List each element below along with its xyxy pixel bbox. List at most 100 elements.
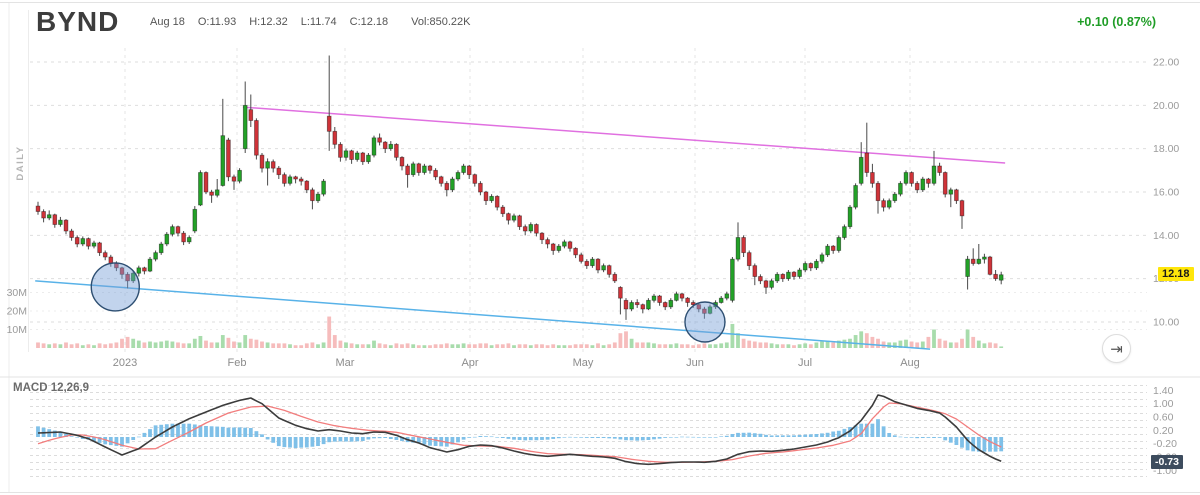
volume-bar: [797, 344, 802, 348]
candle-body: [444, 182, 450, 191]
candle-body: [534, 224, 539, 234]
volume-bar: [136, 340, 141, 348]
macd-histogram-bar: [232, 427, 236, 437]
jump-to-latest-button[interactable]: ⇥: [1102, 334, 1131, 363]
candle-body: [758, 276, 763, 282]
candle-body: [730, 258, 735, 301]
candle-body: [864, 152, 870, 173]
volume-bar: [52, 343, 57, 348]
volume-bar: [321, 342, 326, 348]
volume-bar: [635, 342, 640, 348]
macd-histogram-bar: [293, 437, 298, 448]
candle-body: [573, 247, 578, 256]
volume-bar: [937, 338, 942, 348]
candle-body: [226, 139, 231, 178]
macd-histogram-bar: [254, 431, 259, 437]
candle-body: [674, 293, 679, 301]
volume-bar: [456, 344, 460, 348]
volume-bar: [948, 342, 953, 348]
candle-body: [483, 191, 489, 202]
volume-bar: [993, 343, 998, 348]
macd-histogram-bar: [607, 437, 612, 439]
candle-body: [746, 252, 752, 267]
macd-axis-label: 0.60: [1153, 412, 1174, 424]
candle-body: [86, 238, 91, 247]
volume-bar: [344, 342, 348, 348]
volume-bar: [523, 344, 528, 348]
macd-axis-label: 1.00: [1153, 398, 1174, 410]
macd-histogram-bar: [411, 437, 416, 443]
candle-body: [814, 260, 819, 269]
candle-body: [982, 256, 987, 260]
volume-bar: [215, 342, 220, 348]
volume-bar: [299, 345, 304, 348]
volume-bar: [713, 344, 718, 348]
candle-body: [690, 302, 696, 306]
candle-body: [248, 109, 254, 121]
volume-bar: [999, 346, 1004, 348]
macd-histogram-bar: [383, 437, 388, 438]
candle-body: [394, 143, 399, 158]
macd-histogram-bar: [433, 437, 438, 446]
volume-bar: [416, 345, 421, 348]
candle-body: [662, 302, 668, 308]
macd-histogram-bar: [724, 435, 729, 437]
volume-bar: [75, 343, 80, 348]
macd-axis-label: 1.40: [1153, 385, 1174, 397]
macd-histogram-bar: [97, 437, 102, 443]
volume-bar: [69, 344, 74, 348]
volume-bar: [394, 343, 399, 348]
volume-bar: [316, 344, 320, 348]
candle-body: [91, 242, 97, 247]
month-axis-label: Jul: [798, 357, 812, 369]
candle-body: [270, 161, 276, 169]
candle-body: [590, 258, 595, 267]
last-price-badge: 12.18: [1158, 267, 1194, 281]
volume-bar: [142, 342, 147, 348]
ohlc-header: Aug 18 O:11.93 H:12.32 L:11.74 C:12.18 V…: [150, 16, 471, 28]
macd-histogram-bar: [859, 423, 864, 437]
volume-axis-label: 10M: [7, 324, 27, 336]
macd-histogram-bar: [803, 434, 808, 437]
macd-histogram-bar: [321, 437, 326, 445]
candle-body: [679, 293, 685, 299]
macd-histogram-bar: [181, 423, 186, 437]
volume-bar: [691, 345, 696, 348]
candle-body: [343, 150, 349, 158]
candle-body: [724, 293, 730, 299]
highlight-circle: [90, 262, 140, 312]
candle-body: [125, 273, 130, 282]
macd-histogram-bar: [120, 437, 124, 447]
macd-histogram-bar: [752, 433, 757, 437]
candle-body: [287, 176, 293, 184]
candle-body: [993, 273, 998, 280]
candle-body: [830, 245, 836, 251]
volume-bar: [192, 338, 197, 348]
macd-histogram-bar: [680, 436, 684, 438]
candle-body: [164, 233, 170, 245]
candle-body: [847, 206, 853, 228]
macd-histogram-bar: [954, 437, 959, 445]
volume-bar: [988, 342, 992, 348]
macd-histogram-bar: [769, 435, 774, 437]
candle-body: [102, 252, 108, 258]
volume-bar: [411, 344, 416, 348]
macd-histogram-bar: [848, 427, 852, 437]
macd-histogram-bar: [209, 426, 214, 437]
candle-body: [455, 172, 461, 180]
candle-body: [914, 182, 920, 191]
macd-histogram-bar: [484, 436, 488, 437]
volume-bar: [86, 344, 91, 348]
volume-bar: [400, 344, 404, 348]
macd-histogram-bar: [52, 430, 57, 437]
macd-histogram-bar: [220, 426, 225, 437]
volume-bar: [276, 343, 281, 348]
volume-bar: [943, 340, 948, 348]
macd-histogram-bar: [584, 437, 589, 438]
candle-body: [399, 156, 405, 167]
macd-grid-texture: [30, 383, 1147, 479]
volume-bar: [304, 343, 309, 348]
candle-body: [881, 200, 886, 208]
macd-histogram-bar: [556, 437, 561, 439]
volume-bar: [747, 340, 752, 348]
